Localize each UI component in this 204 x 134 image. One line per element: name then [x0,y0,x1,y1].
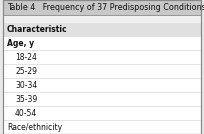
Bar [3,120,201,134]
Bar [3,23,201,36]
Text: 18-24: 18-24 [15,53,37,62]
Text: 35-39: 35-39 [15,94,37,103]
Text: 40-54: 40-54 [15,109,37,118]
Bar [3,50,201,64]
Text: Characteristic: Characteristic [7,25,68,34]
Text: 25-29: 25-29 [15,66,37,75]
Bar [3,36,201,50]
Bar [3,92,201,106]
Bar [3,106,201,120]
Bar [3,64,201,78]
Text: 30-34: 30-34 [15,81,37,90]
Bar [3,78,201,92]
Bar [3,0,201,15]
Text: Age, y: Age, y [7,38,34,47]
Text: Table 4   Frequency of 37 Predisposing Conditions in the Na: Table 4 Frequency of 37 Predisposing Con… [7,3,204,12]
Text: Race/ethnicity: Race/ethnicity [7,122,62,131]
Bar [3,15,201,23]
